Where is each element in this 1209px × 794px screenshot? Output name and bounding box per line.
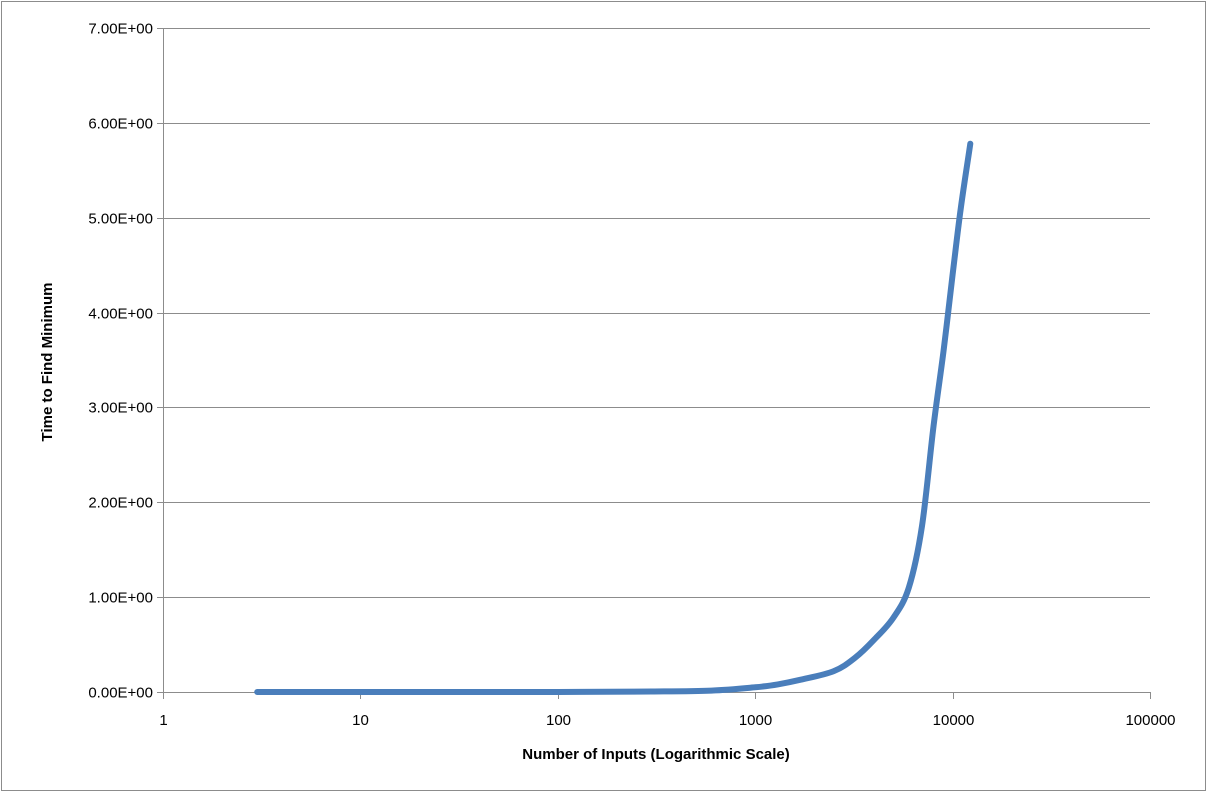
y-axis-title: Time to Find Minimum	[39, 283, 56, 442]
x-tick-label: 100	[546, 712, 571, 729]
y-tick-label: 3.00E+00	[88, 400, 153, 417]
y-tick-label: 5.00E+00	[88, 211, 153, 228]
y-tick-label: 4.00E+00	[88, 306, 153, 323]
tick-labels: 0.00E+00 1.00E+00 2.00E+00 3.00E+00 4.00E+00…	[88, 21, 1175, 730]
x-axis-title: Number of Inputs (Logarithmic Scale)	[522, 746, 790, 763]
x-tick-label: 10	[352, 712, 369, 729]
y-tick-label: 1.00E+00	[88, 590, 153, 607]
y-tick-label: 7.00E+00	[88, 21, 153, 38]
axes	[157, 28, 1151, 699]
x-tick-label: 100000	[1125, 712, 1175, 729]
x-tick-label: 10000	[933, 712, 975, 729]
series-line	[254, 140, 974, 696]
x-tick-label: 1000	[739, 712, 772, 729]
x-tick-label: 1	[159, 712, 167, 729]
gridlines	[163, 28, 1150, 598]
series	[254, 140, 974, 696]
y-tick-label: 0.00E+00	[88, 685, 153, 702]
y-tick-label: 6.00E+00	[88, 116, 153, 133]
y-tick-label: 2.00E+00	[88, 495, 153, 512]
